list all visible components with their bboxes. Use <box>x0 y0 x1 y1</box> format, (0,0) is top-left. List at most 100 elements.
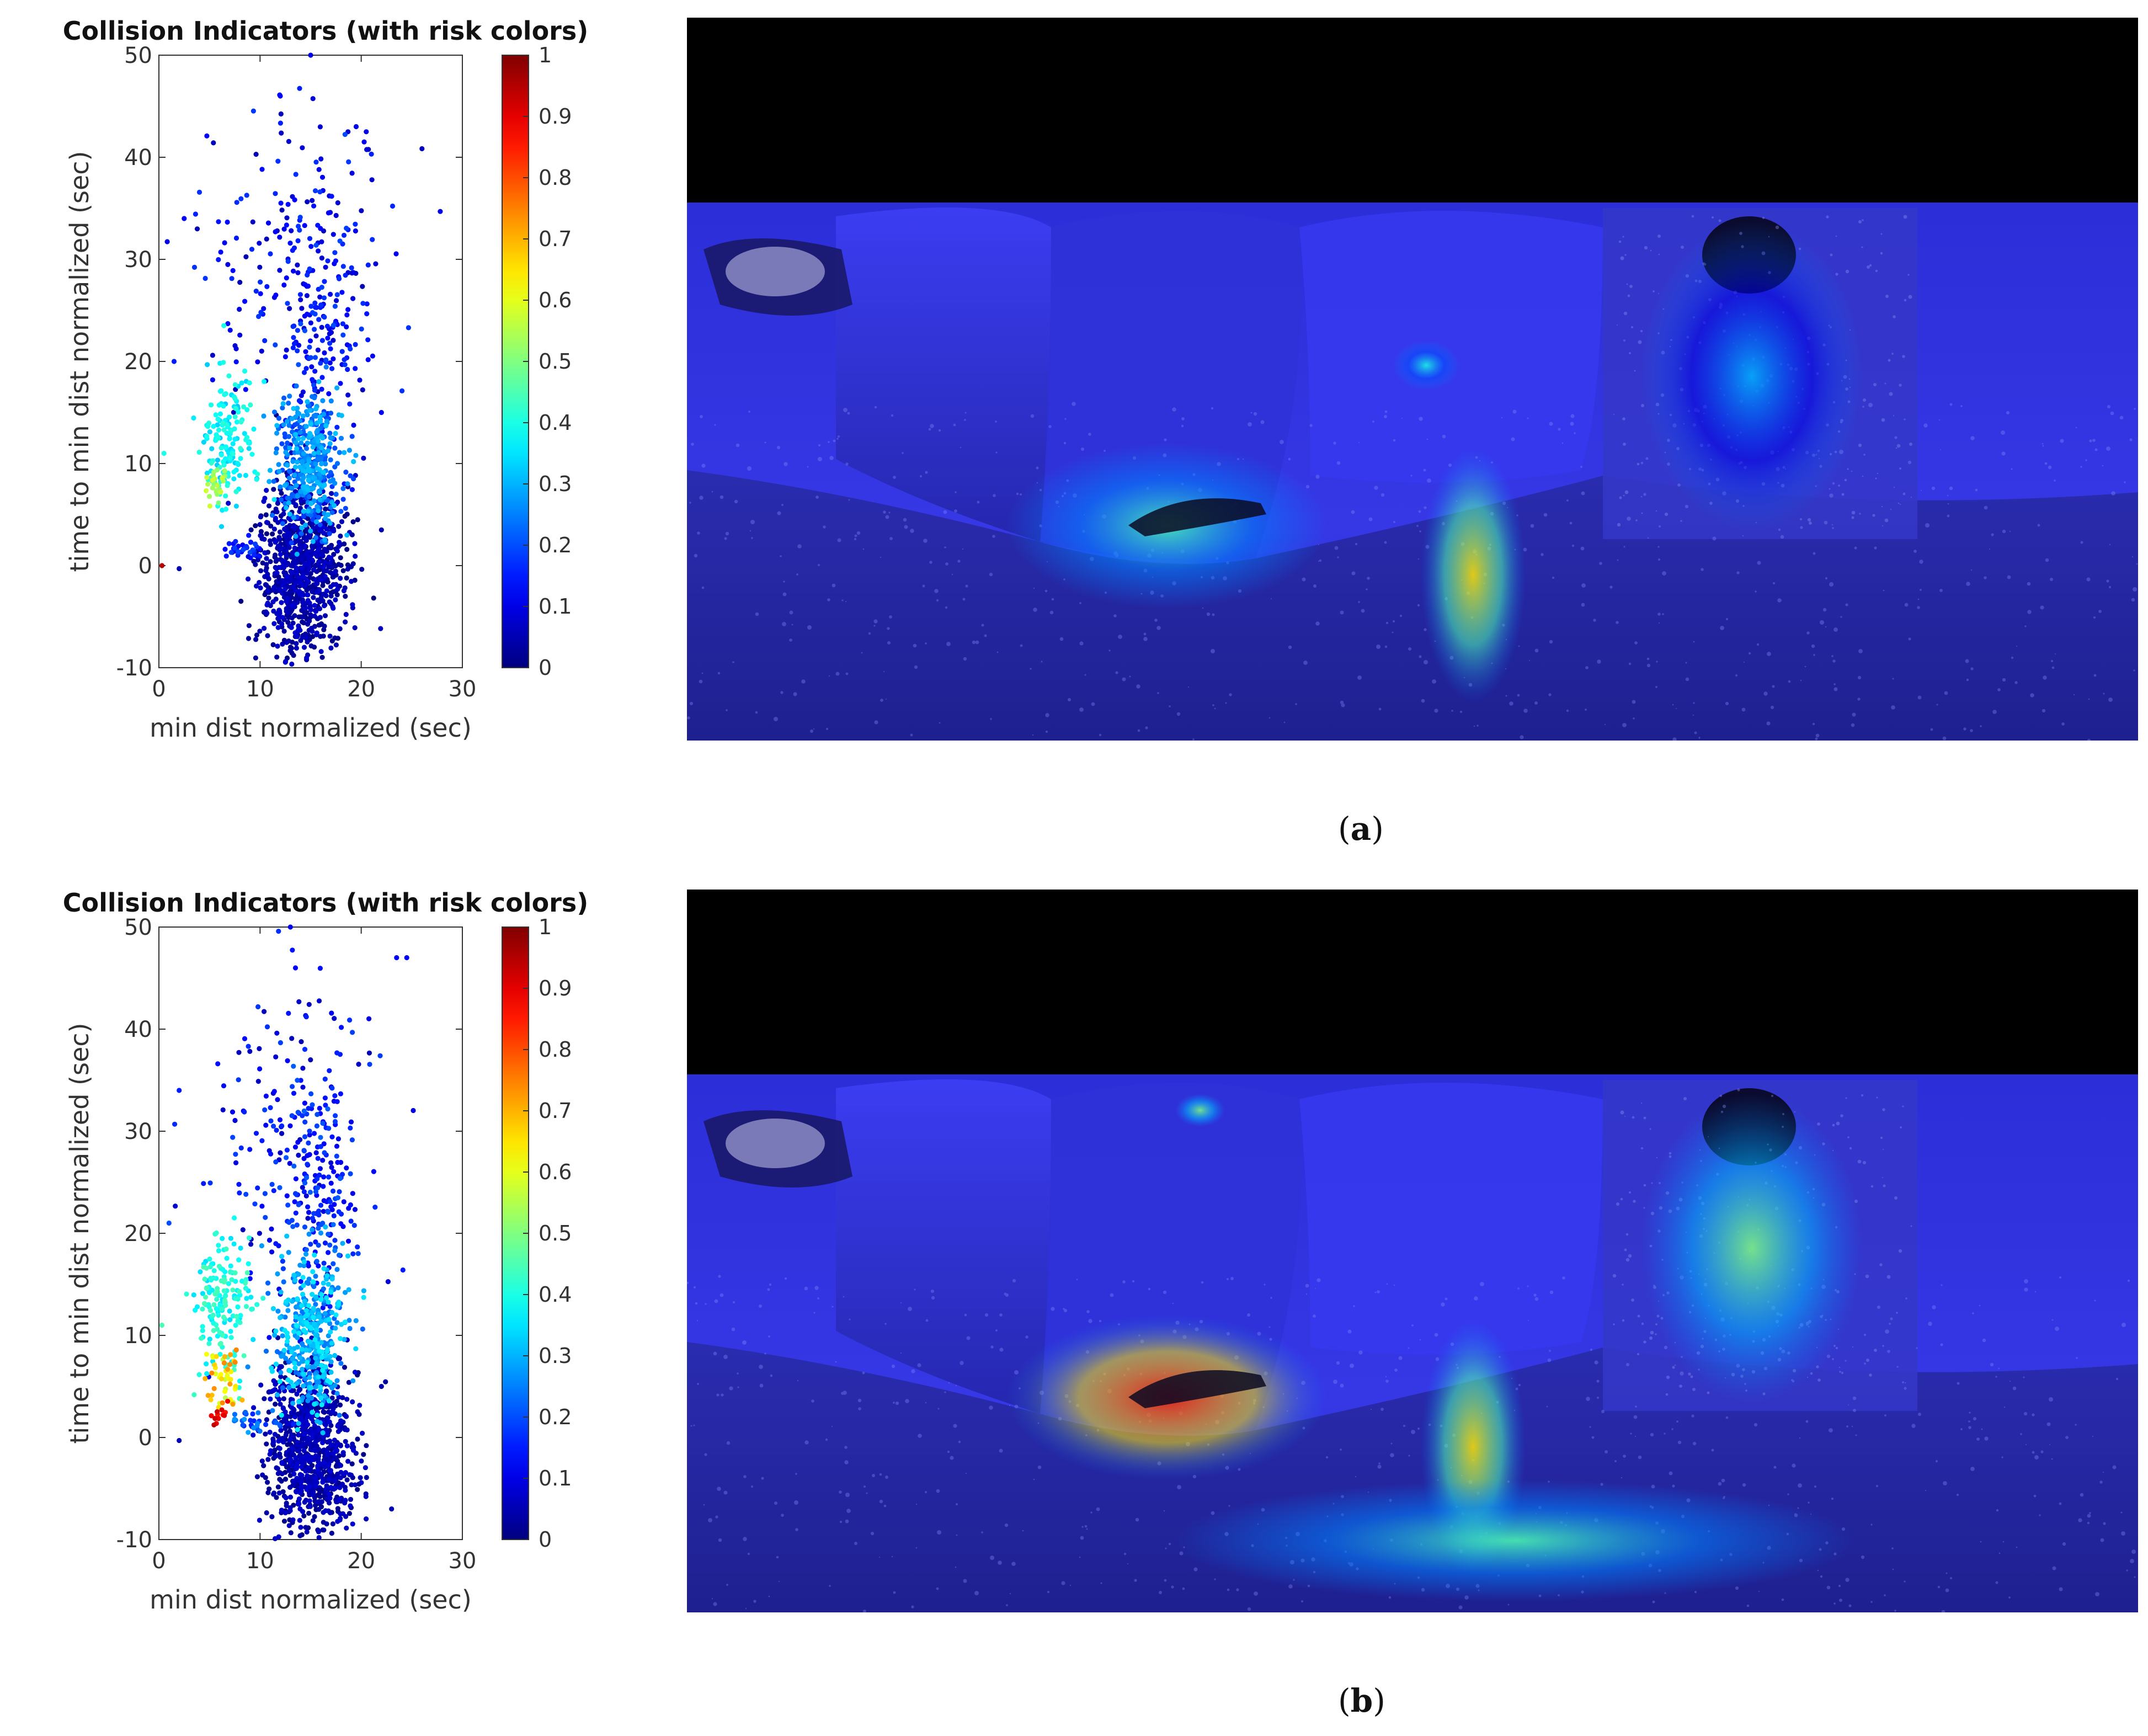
scatter-point <box>214 1322 219 1328</box>
scatter-point <box>210 353 215 358</box>
scatter-point <box>218 388 224 393</box>
scene-speckle <box>1638 340 1642 344</box>
scatter-point <box>301 1283 306 1288</box>
scatter-point <box>281 511 286 516</box>
scatter-point <box>334 292 340 297</box>
scatter-point <box>393 251 399 257</box>
scatter-point <box>211 1386 217 1391</box>
scatter-point <box>317 1172 322 1178</box>
scatter-point <box>331 232 336 237</box>
scene-speckle <box>1626 1363 1629 1366</box>
scene-speckle <box>895 1401 899 1405</box>
scatter-point <box>316 508 321 514</box>
scatter-point <box>322 457 328 463</box>
scene-speckle <box>1889 1323 1891 1325</box>
scatter-point <box>284 222 290 228</box>
scene-speckle <box>832 583 836 588</box>
scene-speckle <box>781 1514 784 1517</box>
scatter-point <box>303 537 309 544</box>
scene-speckle <box>2016 645 2018 647</box>
scatter-point <box>259 167 265 172</box>
scene-speckle <box>1620 256 1624 260</box>
scatter-point <box>312 387 318 393</box>
scatter-point <box>278 484 283 490</box>
scene-speckle <box>1829 488 1831 490</box>
scatter-point <box>316 998 322 1004</box>
scene-speckle <box>734 499 738 504</box>
scatter-point <box>342 1365 348 1370</box>
scene-speckle <box>993 494 996 497</box>
scatter-point <box>296 1432 301 1438</box>
scene-speckle <box>887 641 891 645</box>
scene-speckle <box>1512 409 1517 414</box>
scatter-point <box>296 411 302 417</box>
scatter-point <box>205 481 211 487</box>
scene-speckle <box>1992 710 1997 714</box>
scatter-point <box>323 364 329 370</box>
scatter-point <box>313 609 319 614</box>
scatter-point <box>312 369 318 374</box>
scene-speckle <box>724 537 727 540</box>
scatter-point <box>161 450 167 456</box>
scatter-point <box>341 1199 347 1205</box>
scene-speckle <box>1899 467 1901 470</box>
scatter-point <box>353 366 358 371</box>
scatter-point <box>311 595 316 600</box>
scene-speckle <box>1585 709 1587 711</box>
scatter-point <box>276 574 281 580</box>
scatter-point <box>234 200 239 205</box>
scatter-point <box>285 462 290 468</box>
scatter-point <box>310 1216 316 1221</box>
scatter-point <box>233 1279 238 1284</box>
scatter-point <box>300 435 306 441</box>
scene-speckle <box>1445 1297 1448 1301</box>
scatter-point <box>227 414 232 420</box>
scene-speckle <box>1898 502 1900 504</box>
scene-speckle <box>990 718 992 720</box>
scatter-point <box>314 1361 319 1366</box>
scatter-point <box>326 448 331 454</box>
scatter-point <box>230 1402 236 1407</box>
scene-speckle <box>1767 652 1771 656</box>
scene-speckle <box>735 443 740 448</box>
scatter-point <box>285 607 291 613</box>
scatter-point <box>371 595 376 601</box>
scatter-point <box>320 1367 326 1373</box>
scatter-point <box>232 1352 237 1358</box>
scatter-point <box>258 279 263 285</box>
scene-speckle <box>1966 678 1969 681</box>
scatter-point <box>303 424 309 429</box>
scatter-point <box>315 550 321 556</box>
scatter-point <box>271 1188 276 1194</box>
scatter-point <box>275 1097 280 1103</box>
scatter-point <box>297 86 302 91</box>
scatter-point <box>338 1418 344 1424</box>
scatter-point <box>411 1107 416 1114</box>
scatter-point <box>243 1286 249 1291</box>
scatter-point <box>244 407 250 413</box>
scatter-point <box>232 1412 238 1417</box>
scatter-point <box>221 427 227 433</box>
scatter-point <box>334 1099 340 1104</box>
scene-speckle <box>1408 1347 1410 1349</box>
scene-speckle <box>1883 589 1885 592</box>
scatter-point <box>286 434 292 439</box>
scene-speckle <box>1658 253 1660 255</box>
scatter-point <box>339 290 345 295</box>
scatter-point <box>294 570 300 576</box>
scatter-point <box>370 237 375 242</box>
scatter-point <box>310 589 315 594</box>
colorbar-tick-label: 1 <box>539 915 552 939</box>
scene-speckle <box>1368 517 1373 521</box>
scatter-point <box>284 419 290 424</box>
scatter-point <box>304 1487 310 1492</box>
scatter-point <box>344 1165 349 1171</box>
scene-speckle <box>1549 422 1553 426</box>
scatter-point <box>255 1410 261 1415</box>
scatter-point <box>299 306 305 311</box>
scene-speckle <box>755 612 759 616</box>
scene-speckle <box>1845 603 1848 606</box>
scatter-point <box>308 1325 314 1331</box>
scatter-point <box>273 1328 279 1334</box>
scatter-point <box>285 1377 291 1383</box>
